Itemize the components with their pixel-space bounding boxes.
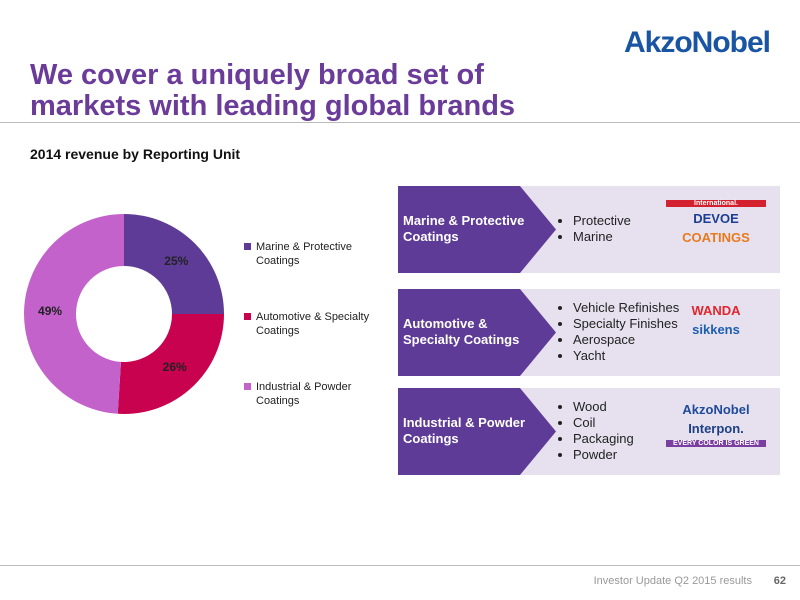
donut-chart: 25% 26% 49% bbox=[24, 214, 224, 414]
panel-item: Powder bbox=[573, 447, 634, 463]
market-panel: Industrial & Powder Coatings WoodCoilPack… bbox=[398, 388, 780, 475]
panel-bg bbox=[398, 388, 780, 475]
panel-bg bbox=[398, 289, 780, 376]
legend-swatch bbox=[244, 243, 251, 250]
panel-title: Marine & Protective Coatings bbox=[403, 213, 525, 244]
legend-swatch bbox=[244, 313, 251, 320]
brand-logo: Interpon. bbox=[688, 421, 744, 436]
slide-title: We cover a uniquely broad set of markets… bbox=[30, 59, 516, 122]
page-number: 62 bbox=[773, 575, 786, 587]
panel-list: ProtectiveMarine bbox=[563, 213, 631, 245]
brand-logo: WANDA bbox=[691, 303, 741, 318]
legend-label: Industrial & Powder Coatings bbox=[256, 381, 352, 407]
panel-arrow bbox=[398, 289, 556, 376]
value-label: 25% bbox=[164, 254, 188, 268]
brand-logo: AkzoNobel bbox=[682, 402, 750, 417]
panel-arrow bbox=[398, 186, 556, 273]
legend-label: Automotive & Specialty Coatings bbox=[256, 311, 370, 337]
value-label: 26% bbox=[163, 360, 187, 374]
panel-item: Marine bbox=[573, 229, 631, 245]
panel-list: Vehicle RefinishesSpecialty FinishesAero… bbox=[563, 300, 679, 364]
market-panel: Automotive & Specialty Coatings Vehicle R… bbox=[398, 289, 780, 376]
panel-item: Packaging bbox=[573, 431, 634, 447]
panel-item: Aerospace bbox=[573, 332, 679, 348]
brand-logo: COATINGS bbox=[682, 230, 750, 245]
value-label: 49% bbox=[38, 304, 62, 318]
market-panel: Marine & Protective Coatings ProtectiveMa… bbox=[398, 186, 780, 273]
panel-arrow bbox=[398, 388, 556, 475]
panel-title: Automotive & Specialty Coatings bbox=[403, 316, 520, 347]
donut-slice bbox=[117, 314, 224, 414]
panel-item: Coil bbox=[573, 415, 634, 431]
brand-logos: International. DEVOE COATINGS bbox=[666, 196, 766, 249]
chart-title: 2014 revenue by Reporting Unit bbox=[30, 146, 241, 162]
brand-logo: sikkens bbox=[692, 322, 740, 337]
panel-item: Wood bbox=[573, 399, 634, 415]
panel-item: Yacht bbox=[573, 348, 679, 364]
panel-item: Protective bbox=[573, 213, 631, 229]
legend-item: Automotive & Specialty Coatings bbox=[244, 310, 386, 338]
brand-logo: International. bbox=[666, 200, 766, 207]
legend-swatch bbox=[244, 383, 251, 390]
legend-item: Industrial & Powder Coatings bbox=[244, 380, 386, 408]
brand-logos: WANDA sikkens bbox=[666, 299, 766, 341]
brand-logo: EVERY COLOR IS GREEN bbox=[666, 440, 766, 447]
donut-slice bbox=[124, 214, 224, 314]
footer-text: Investor Update Q2 2015 results bbox=[593, 575, 752, 587]
donut-slice bbox=[24, 214, 124, 414]
divider bbox=[0, 565, 800, 566]
divider bbox=[0, 122, 800, 123]
logo: AkzoNobel bbox=[623, 26, 771, 59]
panel-item: Specialty Finishes bbox=[573, 316, 679, 332]
brand-logo: DEVOE bbox=[693, 211, 739, 226]
legend-item: Marine & Protective Coatings bbox=[244, 240, 386, 268]
panel-list: WoodCoilPackagingPowder bbox=[563, 399, 634, 463]
legend-label: Marine & Protective Coatings bbox=[256, 241, 352, 267]
brand-logos: AkzoNobel Interpon. EVERY COLOR IS GREEN bbox=[666, 398, 766, 451]
panel-item: Vehicle Refinishes bbox=[573, 300, 679, 316]
panel-title: Industrial & Powder Coatings bbox=[403, 415, 526, 446]
